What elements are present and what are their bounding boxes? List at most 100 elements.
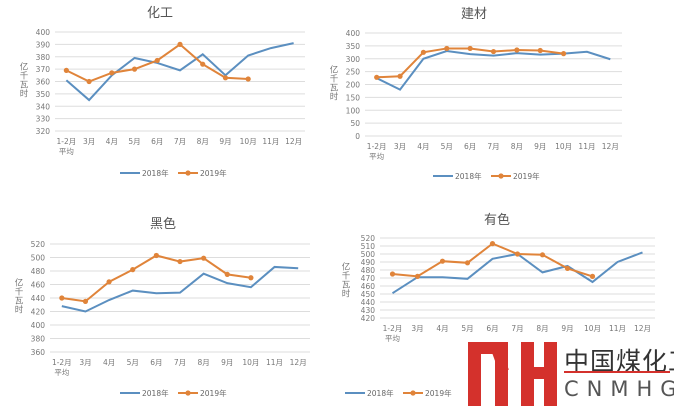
x-tick-label: 12月 <box>634 324 651 333</box>
x-tick-label: 3月 <box>394 142 406 151</box>
x-tick-label: 4月 <box>417 142 429 151</box>
x-tick-label: 9月 <box>219 137 231 146</box>
x-tick-label: 11月 <box>266 358 283 367</box>
x-tick-label: 1-2月平均 <box>56 137 76 156</box>
x-tick-label-line: 4月 <box>103 358 115 367</box>
x-tick-label: 5月 <box>441 142 453 151</box>
x-tick-label-line: 11月 <box>262 137 279 146</box>
y-tick-label: 250 <box>346 68 361 77</box>
x-tick-label-line: 10月 <box>240 137 257 146</box>
x-tick-label: 12月 <box>285 137 302 146</box>
data-point <box>200 61 206 67</box>
legend-label: 2019年 <box>200 388 227 398</box>
x-tick-label-line: 平均 <box>385 333 400 343</box>
y-tick-label: 380 <box>36 53 51 62</box>
x-tick-label-line: 1-2月 <box>56 137 76 146</box>
y-tick-label: 430 <box>361 306 376 315</box>
x-tick-label-line: 7月 <box>174 137 186 146</box>
x-tick-label-line: 9月 <box>561 324 573 333</box>
data-point <box>537 47 543 54</box>
y-tick-label: 100 <box>346 106 361 115</box>
y-tick-label: 520 <box>31 240 46 249</box>
data-point <box>560 51 567 57</box>
data-point <box>222 75 229 81</box>
x-tick-label: 8月 <box>197 358 209 367</box>
data-point <box>439 258 446 264</box>
x-tick-label: 4月 <box>106 137 118 146</box>
x-tick-label-line: 6月 <box>150 358 162 367</box>
x-tick-label: 7月 <box>174 137 186 146</box>
data-point <box>59 295 65 301</box>
x-tick-label-line: 8月 <box>197 137 209 146</box>
series-line-2018年 <box>65 42 294 102</box>
x-tick-label-line: 9月 <box>534 142 546 151</box>
data-point <box>153 252 159 259</box>
x-tick-label: 5月 <box>127 358 139 367</box>
y-tick-label: 360 <box>31 348 46 357</box>
data-point <box>514 251 521 257</box>
y-tick-label: 470 <box>361 274 376 283</box>
data-point <box>589 273 596 279</box>
data-point <box>539 252 546 258</box>
data-point <box>397 73 403 79</box>
x-tick-label-line: 8月 <box>197 358 209 367</box>
y-tick-label: 320 <box>36 127 51 136</box>
x-tick-label: 7月 <box>511 324 523 333</box>
x-tick-label-line: 1-2月 <box>52 358 72 367</box>
x-tick-label-line: 1-2月 <box>367 142 387 151</box>
x-tick-label-line: 5月 <box>128 137 140 146</box>
data-point <box>489 241 496 247</box>
data-point <box>109 70 115 76</box>
x-tick-label-line: 7月 <box>487 142 499 151</box>
x-tick-label: 9月 <box>561 324 573 333</box>
y-tick-label: 450 <box>361 290 376 299</box>
data-point <box>248 275 254 281</box>
x-tick-label: 10月 <box>242 358 259 367</box>
data-point <box>154 57 160 64</box>
legend-marker <box>410 390 416 396</box>
data-point <box>514 47 520 53</box>
watermark-divider <box>564 371 670 373</box>
y-tick-label: 510 <box>361 242 376 251</box>
series-line-2018年 <box>61 265 299 313</box>
x-tick-label-line: 7月 <box>511 324 523 333</box>
x-tick-label-line: 平均 <box>54 367 69 377</box>
x-tick-label-line: 9月 <box>219 137 231 146</box>
chart-0: 化工 320 330 340 350 360 370 380 390 400 1-2月平均 3月 4月 5… <box>36 6 305 178</box>
x-tick-label: 6月 <box>150 358 162 367</box>
legend-marker <box>498 173 504 179</box>
data-point <box>444 45 450 52</box>
x-tick-label: 11月 <box>609 324 626 333</box>
legend-label: 2018年 <box>367 388 394 398</box>
x-tick-label-line: 10月 <box>242 358 259 367</box>
x-tick-label-line: 3月 <box>394 142 406 151</box>
chart-1: 建材 0 50 100 150 200 250 300 350 400 1-2月平均 3月 4月 5月 6月… <box>346 7 622 181</box>
x-tick-label: 6月 <box>464 142 476 151</box>
y-tick-label: 520 <box>361 234 376 243</box>
legend-label: 2019年 <box>200 168 227 178</box>
y-tick-label: 300 <box>346 55 361 64</box>
watermark-logo: 中国煤化工 CNMHG <box>466 340 674 406</box>
watermark-en-text: CNMHG <box>564 377 674 401</box>
legend-label: 2018年 <box>142 388 169 398</box>
chart-2: 黑色 360 380 400 420 440 460 480 500 520 1-2月平均 3月 4月 5… <box>31 216 310 398</box>
x-tick-label: 10月 <box>584 324 601 333</box>
legend-label: 2019年 <box>513 171 540 181</box>
y-tick-label: 390 <box>36 40 51 49</box>
x-tick-label: 7月 <box>174 358 186 367</box>
y-tick-label: 330 <box>36 115 51 124</box>
data-point <box>63 67 69 73</box>
y-tick-label: 420 <box>31 308 46 317</box>
data-point <box>130 267 136 273</box>
data-point <box>177 41 183 47</box>
y-tick-label: 200 <box>346 81 361 90</box>
x-tick-label: 10月 <box>555 142 572 151</box>
chart-title: 有色 <box>484 212 510 228</box>
data-point <box>467 45 473 52</box>
y-axis-label-chart-0: 亿千瓦时 <box>18 62 28 98</box>
x-tick-label: 9月 <box>221 358 233 367</box>
x-tick-label: 1-2月平均 <box>367 142 387 161</box>
chart-title: 建材 <box>461 7 487 22</box>
